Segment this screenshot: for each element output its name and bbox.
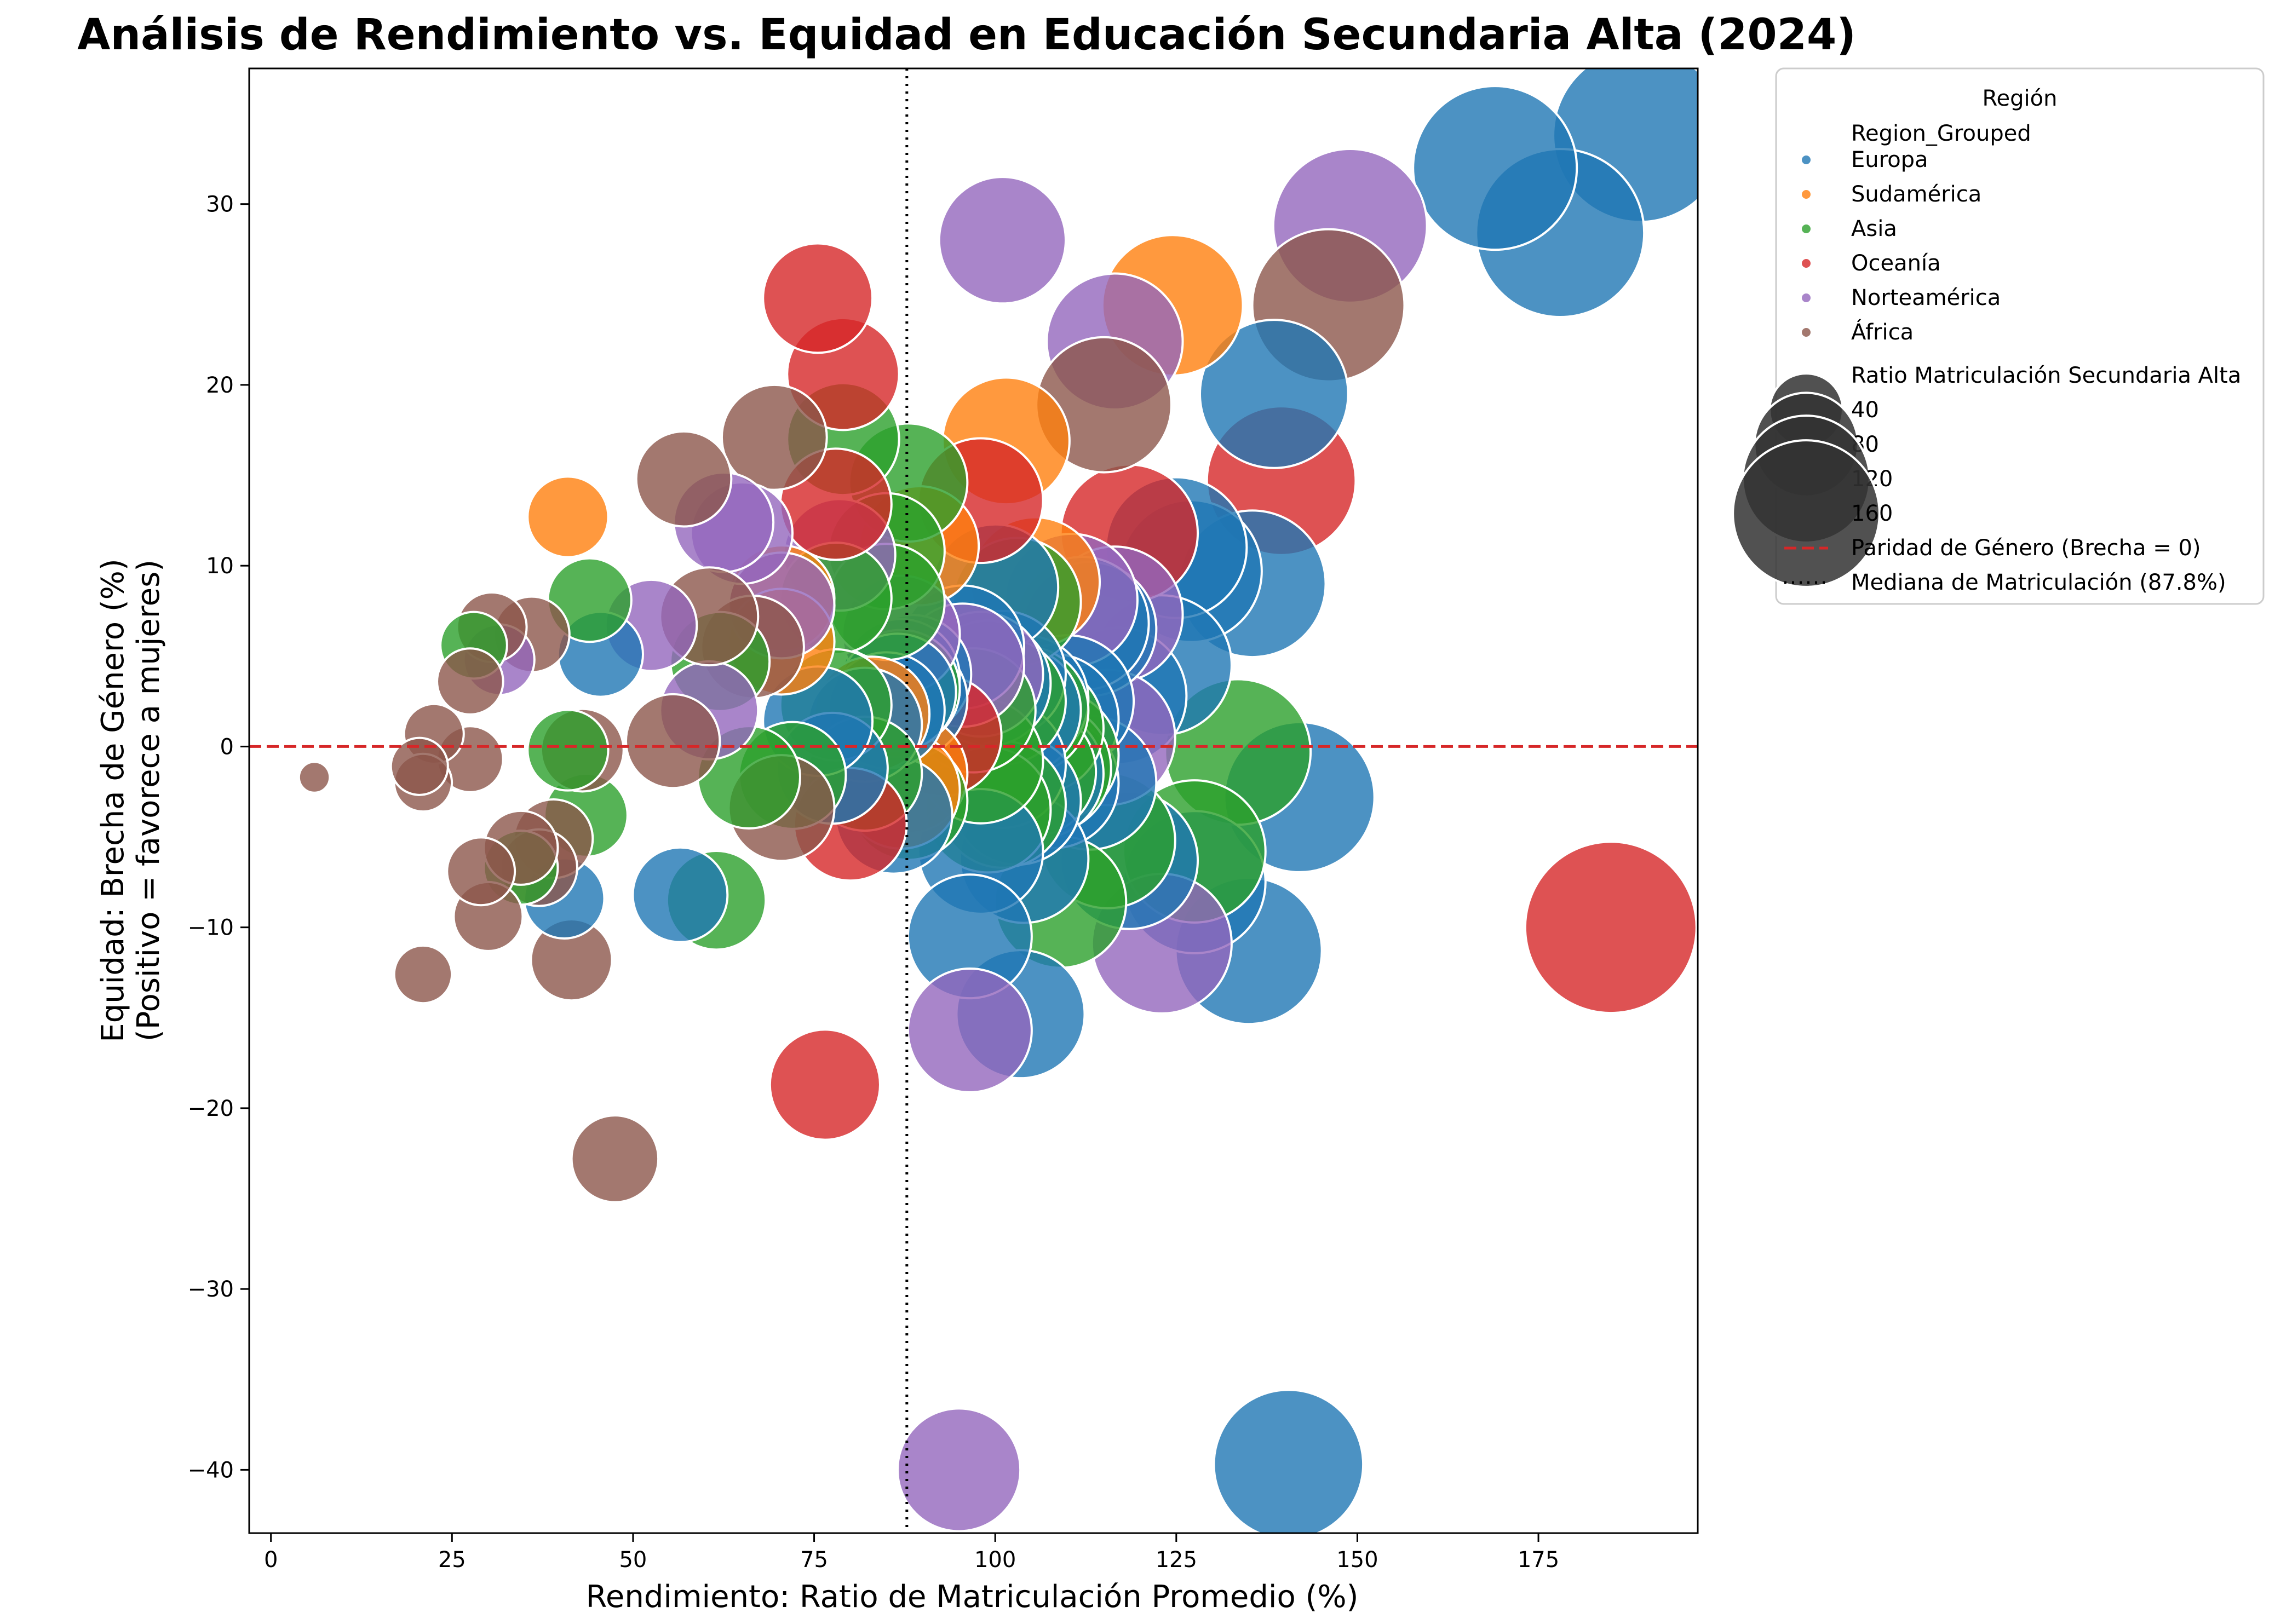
y-tick-label-3: −10 — [188, 915, 234, 941]
legend-title: Región — [1983, 86, 2058, 111]
points-layer — [297, 68, 1698, 1533]
point-oceanía-9 — [1524, 840, 1698, 1015]
y-tick-label-6: 20 — [206, 373, 234, 398]
point-norteamérica-17 — [906, 967, 1033, 1093]
legend-sizes: 4080120160 — [1732, 372, 1893, 588]
point-oceanía-0 — [762, 242, 874, 354]
point-áfrica-23 — [393, 944, 453, 1005]
y-tick-label-4: 0 — [220, 734, 234, 759]
point-europa-1 — [1412, 85, 1578, 251]
legend-lines: Paridad de Género (Brecha = 0) Mediana de… — [1784, 535, 2226, 595]
legend-label-europa: Europa — [1851, 147, 1928, 172]
x-tick-label-7: 175 — [1518, 1547, 1559, 1573]
x-axis-label: Rendimiento: Ratio de Matriculación Prom… — [586, 1579, 1359, 1615]
y-axis-label-line-1: Equidad: Brecha de Género (%) — [95, 558, 131, 1042]
y-tick-label-7: 30 — [206, 192, 234, 217]
point-áfrica-8 — [436, 647, 504, 716]
point-áfrica-15 — [297, 761, 331, 794]
x-tick-label-3: 75 — [800, 1547, 828, 1573]
legend: Región Region_Grouped Europa Sudamérica As… — [1732, 67, 2265, 605]
legend-size-title: Ratio Matriculación Secundaria Alta — [1851, 363, 2241, 388]
x-tick-label-5: 125 — [1156, 1547, 1197, 1573]
legend-frame — [1775, 67, 2265, 605]
y-tick-label-5: 10 — [206, 554, 234, 579]
y-axis-ticks: −40 −30 −20 −10 0 10 20 30 — [188, 192, 249, 1483]
chart-title: Análisis de Rendimiento vs. Equidad en E… — [77, 10, 1856, 60]
point-áfrica-13 — [389, 736, 449, 796]
legend-label-áfrica: África — [1851, 319, 1914, 345]
legend-size-marker-160 — [1732, 439, 1881, 588]
point-europa-45 — [631, 846, 729, 943]
point-áfrica-10 — [624, 693, 721, 790]
y-tick-label-0: −40 — [188, 1458, 234, 1483]
y-axis-label: Equidad: Brecha de Género (%) (Positivo … — [95, 558, 166, 1042]
point-áfrica-20 — [446, 836, 516, 907]
legend-label-norteamérica: Norteamérica — [1851, 285, 2001, 310]
x-axis-ticks: 0 25 50 75 100 125 150 175 — [264, 1533, 1559, 1573]
reference-lines — [249, 68, 1698, 1533]
y-axis-label-line-2: (Positivo = favorece a mujeres) — [131, 560, 166, 1041]
x-tick-label-6: 150 — [1336, 1547, 1378, 1573]
legend-series: Europa Sudamérica Asia Oceanía Norteamérica Á… — [1801, 147, 2001, 345]
point-oceanía-8 — [768, 1028, 881, 1141]
point-áfrica-3 — [635, 430, 733, 528]
point-europa-3 — [1198, 319, 1349, 469]
legend-marker-norteamérica — [1801, 292, 1812, 303]
legend-hue-title: Region_Grouped — [1851, 121, 2031, 146]
plot-area — [248, 67, 1699, 1534]
point-europa-42 — [1213, 1389, 1365, 1533]
point-asia-25 — [526, 709, 610, 792]
legend-line-label-vertical: Mediana de Matriculación (87.8%) — [1851, 570, 2226, 595]
point-norteamérica-18 — [896, 1407, 1022, 1533]
legend-marker-europa — [1801, 154, 1812, 165]
legend-line-label-horizontal: Paridad de Género (Brecha = 0) — [1851, 535, 2201, 561]
point-áfrica-24 — [570, 1114, 660, 1203]
x-tick-label-0: 0 — [264, 1547, 278, 1573]
legend-marker-oceanía — [1801, 258, 1812, 269]
point-sudamérica-4 — [526, 475, 610, 558]
legend-size-label-40: 40 — [1851, 398, 1879, 423]
legend-marker-áfrica — [1801, 327, 1812, 338]
legend-label-oceanía: Oceanía — [1851, 251, 1941, 276]
x-tick-label-1: 25 — [438, 1547, 466, 1573]
legend-marker-sudamérica — [1801, 189, 1812, 200]
plot-frame — [248, 67, 1699, 1534]
legend-size-label-160: 160 — [1851, 501, 1893, 526]
y-tick-label-2: −20 — [188, 1096, 234, 1121]
legend-label-sudamérica: Sudamérica — [1851, 182, 1981, 207]
x-tick-label-2: 50 — [619, 1547, 647, 1573]
point-áfrica-2 — [720, 383, 828, 491]
legend-label-asia: Asia — [1851, 216, 1897, 241]
point-norteamérica-0 — [938, 176, 1067, 305]
legend-marker-asia — [1801, 223, 1812, 234]
x-tick-label-4: 100 — [974, 1547, 1016, 1573]
y-tick-label-1: −30 — [188, 1277, 234, 1302]
